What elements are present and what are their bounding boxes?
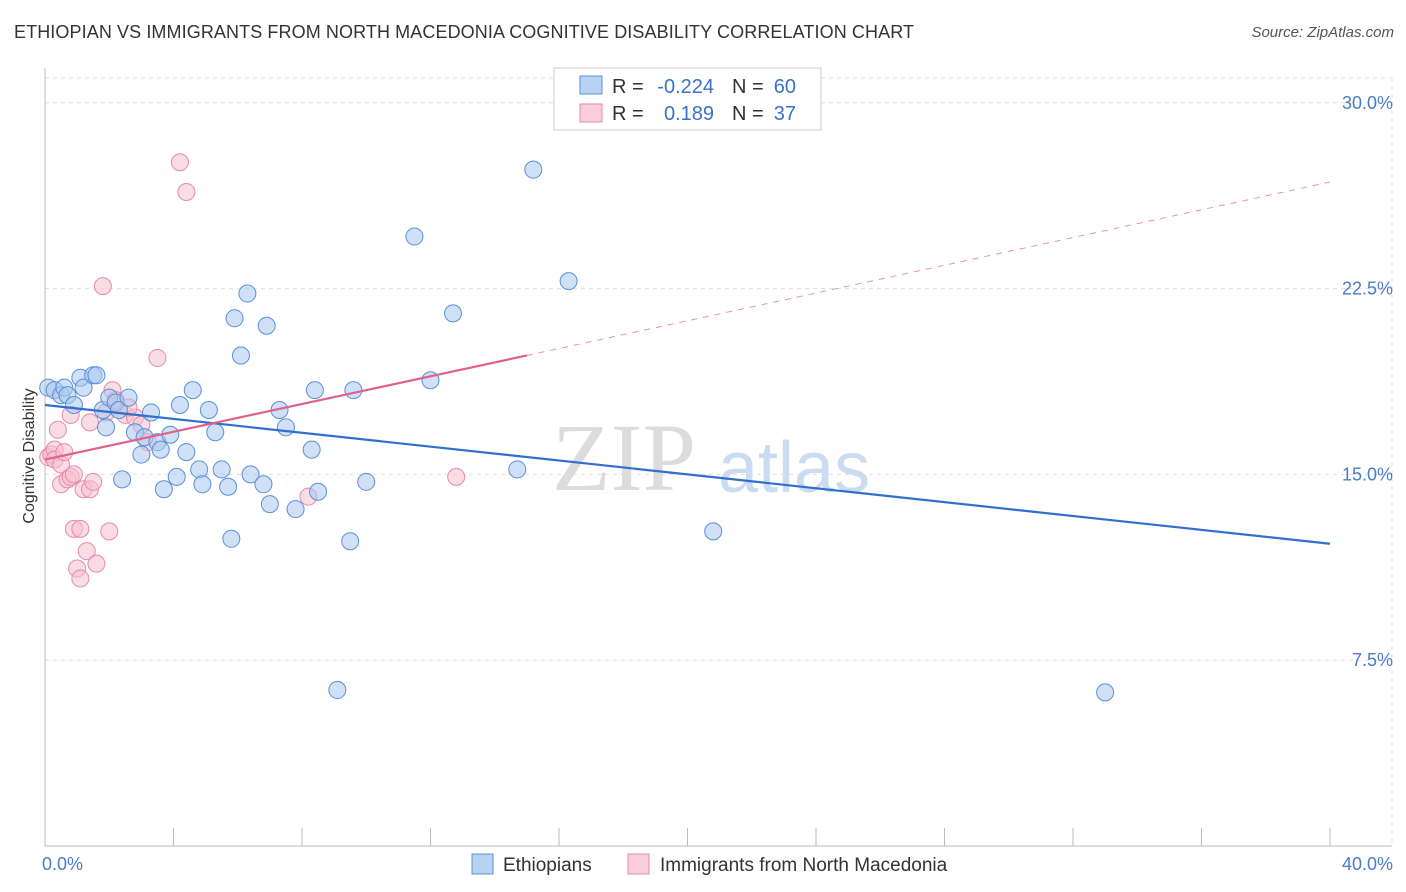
y-tick-labels: 7.5% 15.0% 22.5% 30.0% xyxy=(1342,93,1393,670)
point-ethiopians xyxy=(142,403,161,422)
point-ethiopians xyxy=(132,445,151,464)
series-immigrants-points xyxy=(39,153,466,588)
point-ethiopians xyxy=(222,529,241,548)
point-ethiopians xyxy=(199,400,218,419)
point-ethiopians xyxy=(344,381,363,400)
source-label: Source: ZipAtlas.com xyxy=(1251,24,1394,41)
point-ethiopians xyxy=(508,460,527,479)
stats-legend-r-value-1: -0.224 xyxy=(657,76,714,98)
y-tick-label: 30.0% xyxy=(1342,93,1393,113)
stats-legend-swatch-ethiopians xyxy=(579,75,603,95)
trend-line-immigrants xyxy=(44,354,528,461)
point-immigrants xyxy=(55,443,74,462)
point-ethiopians xyxy=(357,472,376,491)
y-tick-label: 22.5% xyxy=(1342,279,1393,299)
grid-layer xyxy=(45,77,1393,846)
point-immigrants xyxy=(100,522,119,541)
series-ethiopians-points xyxy=(39,160,1115,702)
point-immigrants xyxy=(80,413,99,432)
point-immigrants xyxy=(84,472,103,491)
point-ethiopians xyxy=(257,316,276,335)
point-ethiopians xyxy=(241,465,260,484)
trend-layer xyxy=(44,181,1331,545)
bottom-legend: Ethiopians Immigrants from North Macedon… xyxy=(471,853,948,876)
point-ethiopians xyxy=(151,440,170,459)
chart-title: ETHIOPIAN VS IMMIGRANTS FROM NORTH MACED… xyxy=(14,22,915,42)
point-ethiopians xyxy=(219,477,238,496)
point-ethiopians xyxy=(238,284,257,303)
point-ethiopians xyxy=(190,460,209,479)
point-ethiopians xyxy=(260,495,279,514)
watermark-zip: ZIP xyxy=(552,404,696,511)
stats-legend-r-value-2: 0.189 xyxy=(664,103,714,125)
point-immigrants xyxy=(71,519,90,538)
stats-legend-n-label-2: N = xyxy=(732,103,764,125)
trend-line-ethiopians xyxy=(44,403,1331,545)
point-ethiopians xyxy=(74,378,93,397)
legend-label-immigrants: Immigrants from North Macedonia xyxy=(660,855,948,876)
legend-label-ethiopians: Ethiopians xyxy=(503,855,592,876)
point-immigrants xyxy=(87,554,106,573)
point-immigrants xyxy=(148,348,167,367)
point-ethiopians xyxy=(177,443,196,462)
stats-legend-n-label-1: N = xyxy=(732,76,764,98)
point-immigrants xyxy=(64,465,83,484)
point-ethiopians xyxy=(302,440,321,459)
x-tick-labels: 0.0% 40.0% xyxy=(42,854,1393,874)
point-ethiopians xyxy=(183,381,202,400)
point-ethiopians xyxy=(305,381,324,400)
y-tick-label: 15.0% xyxy=(1342,464,1393,484)
point-ethiopians xyxy=(170,396,189,415)
point-ethiopians xyxy=(193,475,212,494)
x-tick-label-max: 40.0% xyxy=(1342,854,1393,874)
point-immigrants xyxy=(71,569,90,588)
point-ethiopians xyxy=(113,470,132,489)
legend-swatch-ethiopians xyxy=(471,853,494,875)
point-ethiopians xyxy=(154,480,173,499)
y-axis-label: Cognitive Disability xyxy=(21,388,38,523)
x-tick-label-min: 0.0% xyxy=(42,854,83,874)
stats-legend: R = -0.224 N = 60 R = 0.189 N = 37 xyxy=(553,67,822,131)
point-immigrants xyxy=(177,182,196,201)
stats-legend-r-label-2: R = xyxy=(612,103,644,125)
point-ethiopians xyxy=(524,160,543,179)
point-immigrants xyxy=(170,153,189,172)
point-ethiopians xyxy=(212,460,231,479)
point-ethiopians xyxy=(443,304,462,323)
point-ethiopians xyxy=(704,522,723,541)
stats-legend-swatch-immigrants xyxy=(579,103,603,123)
stats-legend-r-label-1: R = xyxy=(612,76,644,98)
point-ethiopians xyxy=(97,418,116,437)
point-immigrants xyxy=(77,542,96,561)
point-immigrants xyxy=(93,277,112,296)
point-immigrants xyxy=(48,420,67,439)
point-ethiopians xyxy=(559,272,578,291)
point-ethiopians xyxy=(119,388,138,407)
point-ethiopians xyxy=(64,396,83,415)
legend-swatch-immigrants xyxy=(627,853,650,875)
stats-legend-n-value-2: 37 xyxy=(774,103,796,125)
watermark-atlas: atlas xyxy=(718,428,870,508)
point-ethiopians xyxy=(225,309,244,328)
point-ethiopians xyxy=(309,482,328,501)
trend-line-immigrants-extension xyxy=(526,181,1331,356)
watermark: ZIP atlas xyxy=(552,404,870,511)
stats-legend-n-value-1: 60 xyxy=(774,76,796,98)
point-ethiopians xyxy=(254,475,273,494)
point-ethiopians xyxy=(167,467,186,486)
point-ethiopians xyxy=(286,500,305,519)
point-ethiopians xyxy=(405,227,424,246)
point-ethiopians xyxy=(1096,683,1115,702)
point-ethiopians xyxy=(231,346,250,365)
point-ethiopians xyxy=(87,366,106,385)
point-ethiopians xyxy=(341,532,360,551)
point-ethiopians xyxy=(206,423,225,442)
point-immigrants xyxy=(447,467,466,486)
point-ethiopians xyxy=(276,418,295,437)
point-ethiopians xyxy=(328,680,347,699)
y-tick-label: 7.5% xyxy=(1352,650,1393,670)
